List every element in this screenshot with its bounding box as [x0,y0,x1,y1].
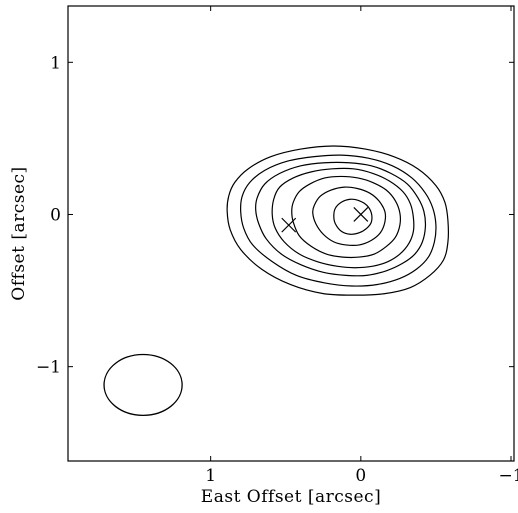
y-axis-title: Offset [arcsec] [9,166,29,300]
x-tick-label: −1 [498,466,518,486]
x-axis-title: East Offset [arcsec] [201,487,381,507]
contour-level-2 [240,154,437,287]
position-marker-2 [281,217,297,233]
beam-layer [103,353,183,416]
contour-level-7 [333,198,373,235]
y-tick-label: −1 [36,358,61,378]
contour-level-5 [291,175,402,259]
plot-frame [67,5,515,462]
x-tick-label: 0 [355,466,366,486]
y-tick-label: 0 [50,205,61,225]
tick-layer [68,6,514,461]
x-tick-label: 1 [205,466,216,486]
marker-layer [281,207,369,233]
y-tick-label: 1 [50,53,61,73]
contour-level-6 [312,186,387,246]
contour-level-4 [271,167,415,269]
contour-layer [226,145,449,296]
beam-ellipse [103,353,183,416]
position-marker-1 [353,207,369,222]
contour-level-3 [255,161,427,277]
contour-level-1 [226,145,449,296]
tick-label-layer: 1 0 −1 1 0 −1 [36,53,518,486]
